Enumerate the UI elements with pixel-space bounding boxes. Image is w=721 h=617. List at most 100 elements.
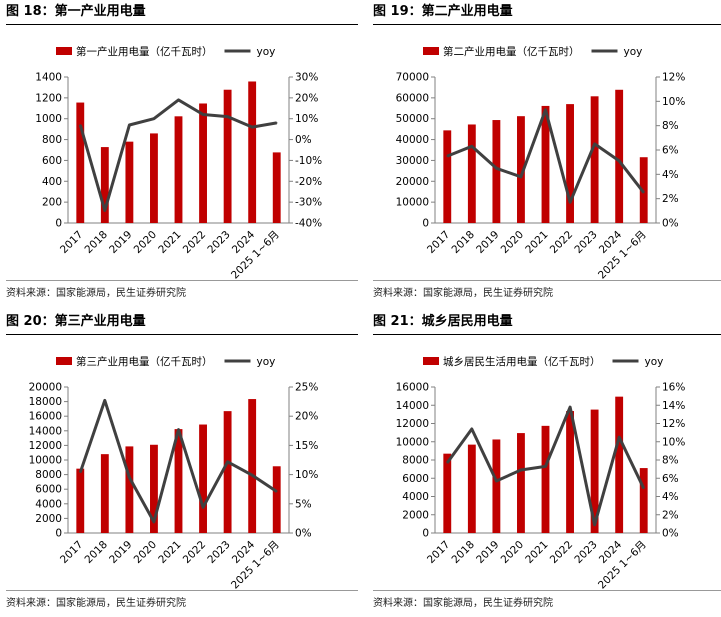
y-tick-label: 10000 — [29, 455, 62, 467]
yoy-point — [251, 474, 253, 476]
bar — [150, 133, 158, 223]
yoy-point — [593, 523, 596, 526]
y-tick-label: 1000 — [35, 113, 62, 125]
bar — [125, 446, 134, 533]
y2-tick-label: 20% — [295, 92, 318, 104]
x-tick-label: 2018 — [83, 539, 110, 566]
bar — [76, 102, 85, 223]
y-tick-label: 2000 — [35, 513, 62, 525]
x-tick-label: 2022 — [548, 539, 575, 566]
y-tick-label: 14000 — [396, 400, 429, 412]
y2-tick-label: 6% — [662, 473, 679, 485]
y2-tick-label: 0% — [295, 528, 312, 540]
bar — [443, 130, 452, 223]
y-tick-label: 4000 — [35, 498, 62, 510]
y2-tick-label: 5% — [295, 498, 312, 510]
x-tick-label: 2017 — [425, 229, 452, 256]
yoy-point — [569, 406, 571, 408]
y-tick-label: 12000 — [29, 440, 62, 452]
chart-svg: 第一产业用电量（亿千瓦时） yoy 0 200 400 600 800 1000 1200 140… — [35, 45, 322, 280]
y-tick-label: 8000 — [402, 455, 429, 467]
x-tick-label: 2017 — [425, 539, 452, 566]
y-tick-label: 200 — [42, 197, 62, 209]
yoy-point — [495, 480, 498, 482]
x-tick-label: 2023 — [205, 539, 232, 566]
bar — [541, 425, 550, 533]
y2-tick-label: 8% — [662, 455, 679, 467]
y2-tick-label: 10% — [295, 469, 318, 481]
bar — [590, 409, 599, 533]
bar — [467, 124, 476, 223]
x-tick-label: 2020 — [132, 539, 159, 566]
bar — [615, 89, 624, 223]
y-tick-label: 6000 — [35, 484, 62, 496]
bar — [492, 439, 501, 533]
x-tick-label: 2017 — [58, 539, 85, 566]
x-tick-label: 2018 — [83, 229, 110, 256]
x-tick-label: 2019 — [107, 539, 134, 566]
y-tick-label: 8000 — [35, 469, 62, 481]
x-tick-label: 2023 — [205, 229, 232, 256]
bar — [76, 468, 85, 533]
bar — [174, 429, 183, 533]
yoy-point — [495, 167, 498, 170]
yoy-point — [251, 126, 253, 128]
chart-area: 第三产业用电量（亿千瓦时） yoy 0 2000 4000 6000 8000 10000 12… — [6, 335, 358, 591]
chart-svg: 第三产业用电量（亿千瓦时） yoy 0 2000 4000 6000 8000 10000 12… — [29, 355, 319, 590]
figure-panel-18: 图 18：第一产业用电量 第一产业用电量（亿千瓦时） yoy 0 200 400 600 8… — [6, 0, 358, 307]
bar — [174, 116, 183, 223]
x-tick-label: 2023 — [572, 229, 599, 256]
y2-tick-label: 12% — [662, 418, 685, 430]
figure-title: 图 21：城乡居民用电量 — [373, 310, 721, 335]
legend-line-label: yoy — [257, 46, 276, 58]
bar — [541, 105, 550, 223]
y2-tick-label: -10% — [295, 155, 322, 167]
bar — [150, 444, 158, 533]
y-tick-label: 20000 — [29, 382, 62, 394]
yoy-point — [202, 113, 204, 116]
bar — [517, 116, 525, 223]
bar — [125, 141, 134, 223]
y-tick-label: 50000 — [396, 113, 429, 125]
legend-line-label: yoy — [645, 356, 664, 368]
y-tick-label: 600 — [42, 155, 62, 167]
yoy-point — [79, 124, 82, 126]
y2-tick-label: -30% — [295, 197, 322, 209]
y-tick-label: 6000 — [402, 473, 429, 485]
yoy-point — [177, 428, 180, 431]
y-tick-label: 60000 — [396, 92, 429, 104]
bar — [467, 444, 476, 533]
bar — [566, 411, 574, 533]
y-tick-label: 40000 — [396, 134, 429, 146]
bar — [199, 103, 207, 223]
y2-tick-label: 8% — [662, 120, 679, 132]
yoy-point — [153, 117, 155, 120]
bar — [223, 89, 232, 223]
source-note: 资料来源：国家能源局，民生证券研究院 — [6, 598, 186, 609]
yoy-point — [642, 191, 645, 194]
bar — [248, 399, 257, 533]
bar — [272, 466, 281, 533]
y-tick-label: 1400 — [35, 72, 62, 84]
source-note: 资料来源：国家能源局，民生证券研究院 — [373, 598, 553, 609]
x-tick-label: 2021 — [523, 539, 550, 566]
x-tick-label: 2021 — [523, 229, 550, 256]
y-tick-label: 70000 — [396, 72, 429, 84]
chart-area: 第二产业用电量（亿千瓦时） yoy 0 10000 20000 30000 40000 500… — [373, 25, 721, 281]
x-tick-label: 2019 — [474, 539, 501, 566]
legend-bar-label: 城乡居民生活用电量（亿千瓦时） — [443, 355, 601, 368]
yoy-point — [520, 175, 522, 178]
y2-tick-label: 0% — [662, 218, 679, 230]
y2-tick-label: 2% — [662, 509, 679, 521]
yoy-point — [177, 99, 180, 101]
y2-tick-label: 15% — [295, 440, 318, 452]
y-tick-label: 30000 — [396, 155, 429, 167]
chart-area: 城乡居民生活用电量（亿千瓦时） yoy 0 2000 4000 6000 8000 10000… — [373, 335, 721, 591]
bar — [443, 453, 452, 533]
figure-title: 图 20：第三产业用电量 — [6, 310, 358, 335]
source-note: 资料来源：国家能源局，民生证券研究院 — [6, 288, 186, 299]
yoy-point — [275, 122, 278, 124]
legend-bar-swatch — [423, 47, 439, 55]
yoy-point — [153, 521, 155, 523]
y2-tick-label: -20% — [295, 176, 322, 188]
